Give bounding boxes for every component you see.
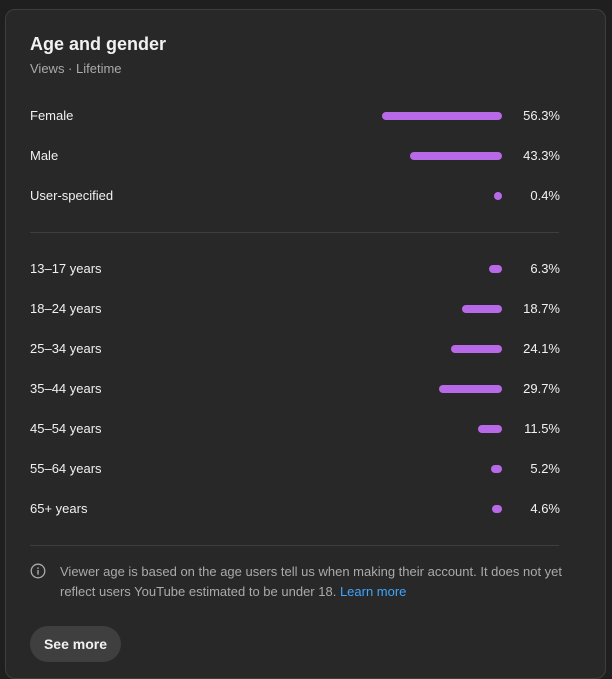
section-divider (30, 545, 559, 546)
row-bar (450, 345, 502, 353)
gender-row-male: Male 43.3% (30, 146, 560, 166)
age-row-65-plus: 65+ years 4.6% (30, 499, 560, 519)
row-label: 45–54 years (30, 421, 102, 436)
row-label: 13–17 years (30, 261, 102, 276)
row-value: 11.5% (524, 421, 560, 436)
gender-row-user-specified: User-specified 0.4% (30, 186, 560, 206)
row-label: 18–24 years (30, 301, 102, 316)
age-row-35-44: 35–44 years 29.7% (30, 379, 560, 399)
card-subtitle: Views · Lifetime (30, 61, 122, 76)
row-bar (438, 385, 502, 393)
learn-more-link[interactable]: Learn more (339, 584, 407, 599)
row-value: 29.7% (523, 381, 560, 396)
row-bar (488, 265, 502, 273)
row-bar (409, 152, 502, 160)
row-value: 4.6% (530, 501, 560, 516)
row-value: 18.7% (523, 301, 560, 316)
age-row-45-54: 45–54 years 11.5% (30, 419, 560, 439)
info-icon (30, 563, 46, 579)
age-row-55-64: 55–64 years 5.2% (30, 459, 560, 479)
disclaimer-text: Viewer age is based on the age users tel… (60, 564, 563, 599)
age-row-25-34: 25–34 years 24.1% (30, 339, 560, 359)
row-label: 35–44 years (30, 381, 102, 396)
row-label: 25–34 years (30, 341, 102, 356)
row-value: 0.4% (530, 188, 560, 203)
row-label: Female (30, 108, 74, 123)
row-bar (382, 112, 502, 120)
row-value: 6.3% (530, 261, 560, 276)
row-label: 65+ years (30, 501, 88, 516)
gender-row-female: Female 56.3% (30, 106, 560, 126)
age-row-13-17: 13–17 years 6.3% (30, 259, 560, 279)
row-value: 5.2% (530, 461, 560, 476)
row-bar (477, 425, 502, 433)
row-bar (492, 505, 502, 513)
row-value: 56.3% (523, 108, 560, 123)
age-gender-card: Age and gender Views · Lifetime Female 5… (5, 9, 606, 679)
row-bar (462, 305, 502, 313)
row-value: 43.3% (523, 148, 560, 163)
row-label: Male (30, 148, 59, 163)
card-title: Age and gender (30, 34, 167, 54)
row-bar (494, 192, 502, 200)
section-divider (30, 232, 559, 233)
row-bar (490, 465, 502, 473)
age-row-18-24: 18–24 years 18.7% (30, 299, 560, 319)
see-more-button[interactable]: See more (30, 626, 121, 662)
row-value: 24.1% (523, 341, 560, 356)
row-label: 55–64 years (30, 461, 102, 476)
row-label: User-specified (30, 188, 114, 203)
age-disclaimer: Viewer age is based on the age users tel… (60, 562, 565, 602)
